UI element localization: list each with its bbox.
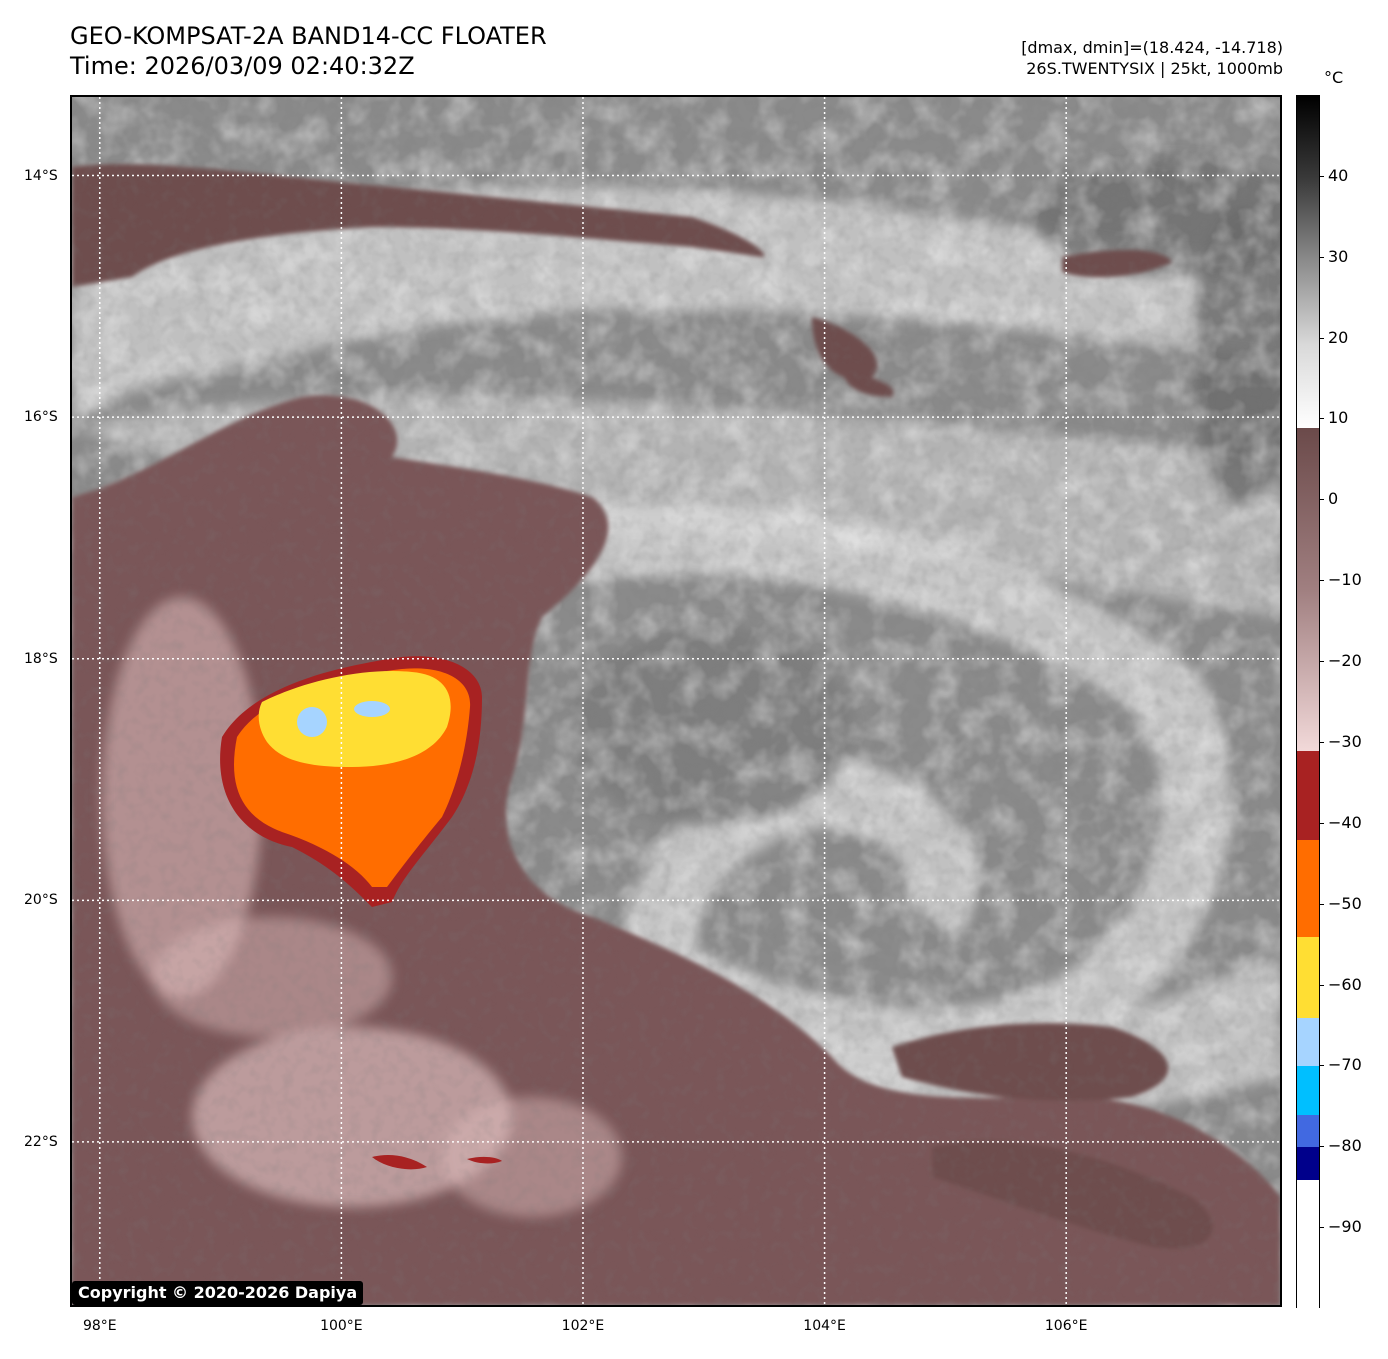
colorbar-unit: °C	[1324, 68, 1344, 87]
colorbar-tickmark	[1319, 499, 1324, 501]
colorbar-tickmark	[1319, 175, 1324, 177]
colorbar-tick-label: −20	[1328, 651, 1362, 671]
colorbar-segment	[1297, 751, 1319, 840]
colorbar-tick-label: 20	[1328, 327, 1349, 347]
lon-label: 98°E	[82, 1318, 117, 1334]
colorbar-segment	[1297, 96, 1319, 428]
colorbar-tick-label: 10	[1328, 408, 1349, 428]
lat-label: 14°S	[24, 167, 58, 184]
colorbar-tickmark	[1319, 822, 1324, 824]
colorbar-tick-label: 0	[1328, 489, 1339, 509]
colorbar-tickmark	[1319, 337, 1324, 339]
timestamp: Time: 2026/03/09 02:40:32Z	[70, 52, 415, 80]
colorbar-segment	[1297, 427, 1319, 751]
colorbar-segment	[1297, 1017, 1319, 1067]
copyright-badge: Copyright © 2020-2026 Dapiya	[72, 1281, 364, 1305]
colorbar-tick-label: −10	[1328, 570, 1362, 590]
colorbar-tickmark	[1319, 418, 1324, 420]
lat-label: 18°S	[24, 650, 58, 667]
colorbar-segment	[1297, 1114, 1319, 1148]
core-yellow	[258, 671, 451, 767]
satellite-map[interactable]	[70, 95, 1282, 1307]
colorbar-tickmark	[1319, 984, 1324, 986]
red-streak-2	[467, 1156, 502, 1164]
core-lightblue-2	[354, 701, 390, 717]
colorbar-tick-label: 40	[1328, 165, 1349, 185]
cold-texture	[72, 97, 1280, 1305]
colorbar-tick-label: −30	[1328, 731, 1362, 751]
colorbar-tickmark	[1319, 903, 1324, 905]
red-streak-1	[372, 1155, 427, 1170]
convective-core	[220, 656, 502, 1170]
lon-label: 102°E	[561, 1318, 605, 1334]
colorbar-segment	[1297, 1066, 1319, 1115]
colorbar	[1296, 95, 1320, 1309]
lat-label: 20°S	[24, 892, 58, 909]
lon-label: 100°E	[320, 1318, 363, 1334]
colorbar-tickmark	[1319, 256, 1324, 258]
colorbar-segment	[1297, 839, 1319, 937]
chart-title: GEO-KOMPSAT-2A BAND14-CC FLOATER	[70, 22, 547, 50]
colorbar-tickmark	[1319, 1227, 1324, 1229]
lat-label: 22°S	[24, 1133, 58, 1150]
core-lightblue-1	[297, 707, 327, 737]
colorbar-tick-label: −90	[1328, 1217, 1362, 1237]
colorbar-tickmark	[1319, 741, 1324, 743]
colorbar-segment	[1297, 937, 1319, 1018]
colorbar-tick-label: −70	[1328, 1055, 1362, 1075]
colorbar-tick-label: −60	[1328, 974, 1362, 994]
colorbar-tick-label: −40	[1328, 812, 1362, 832]
colorbar-tick-label: −80	[1328, 1136, 1362, 1156]
lat-label: 16°S	[24, 409, 58, 426]
colorbar-tick-label: 30	[1328, 246, 1349, 266]
lon-label: 104°E	[803, 1318, 846, 1334]
storm-info: 26S.TWENTYSIX | 25kt, 1000mb	[1026, 59, 1283, 78]
colorbar-tickmark	[1319, 1065, 1324, 1067]
colorbar-tickmark	[1319, 1146, 1324, 1148]
data-range: [dmax, dmin]=(18.424, -14.718)	[1021, 38, 1283, 57]
colorbar-tickmark	[1319, 580, 1324, 582]
gridlines	[72, 97, 1280, 1305]
colorbar-tickmark	[1319, 661, 1324, 663]
colorbar-segment	[1297, 1179, 1319, 1309]
colorbar-tick-label: −50	[1328, 893, 1362, 913]
map-image	[72, 97, 1280, 1305]
colorbar-segment	[1297, 1147, 1319, 1180]
lon-label: 106°E	[1044, 1318, 1088, 1334]
